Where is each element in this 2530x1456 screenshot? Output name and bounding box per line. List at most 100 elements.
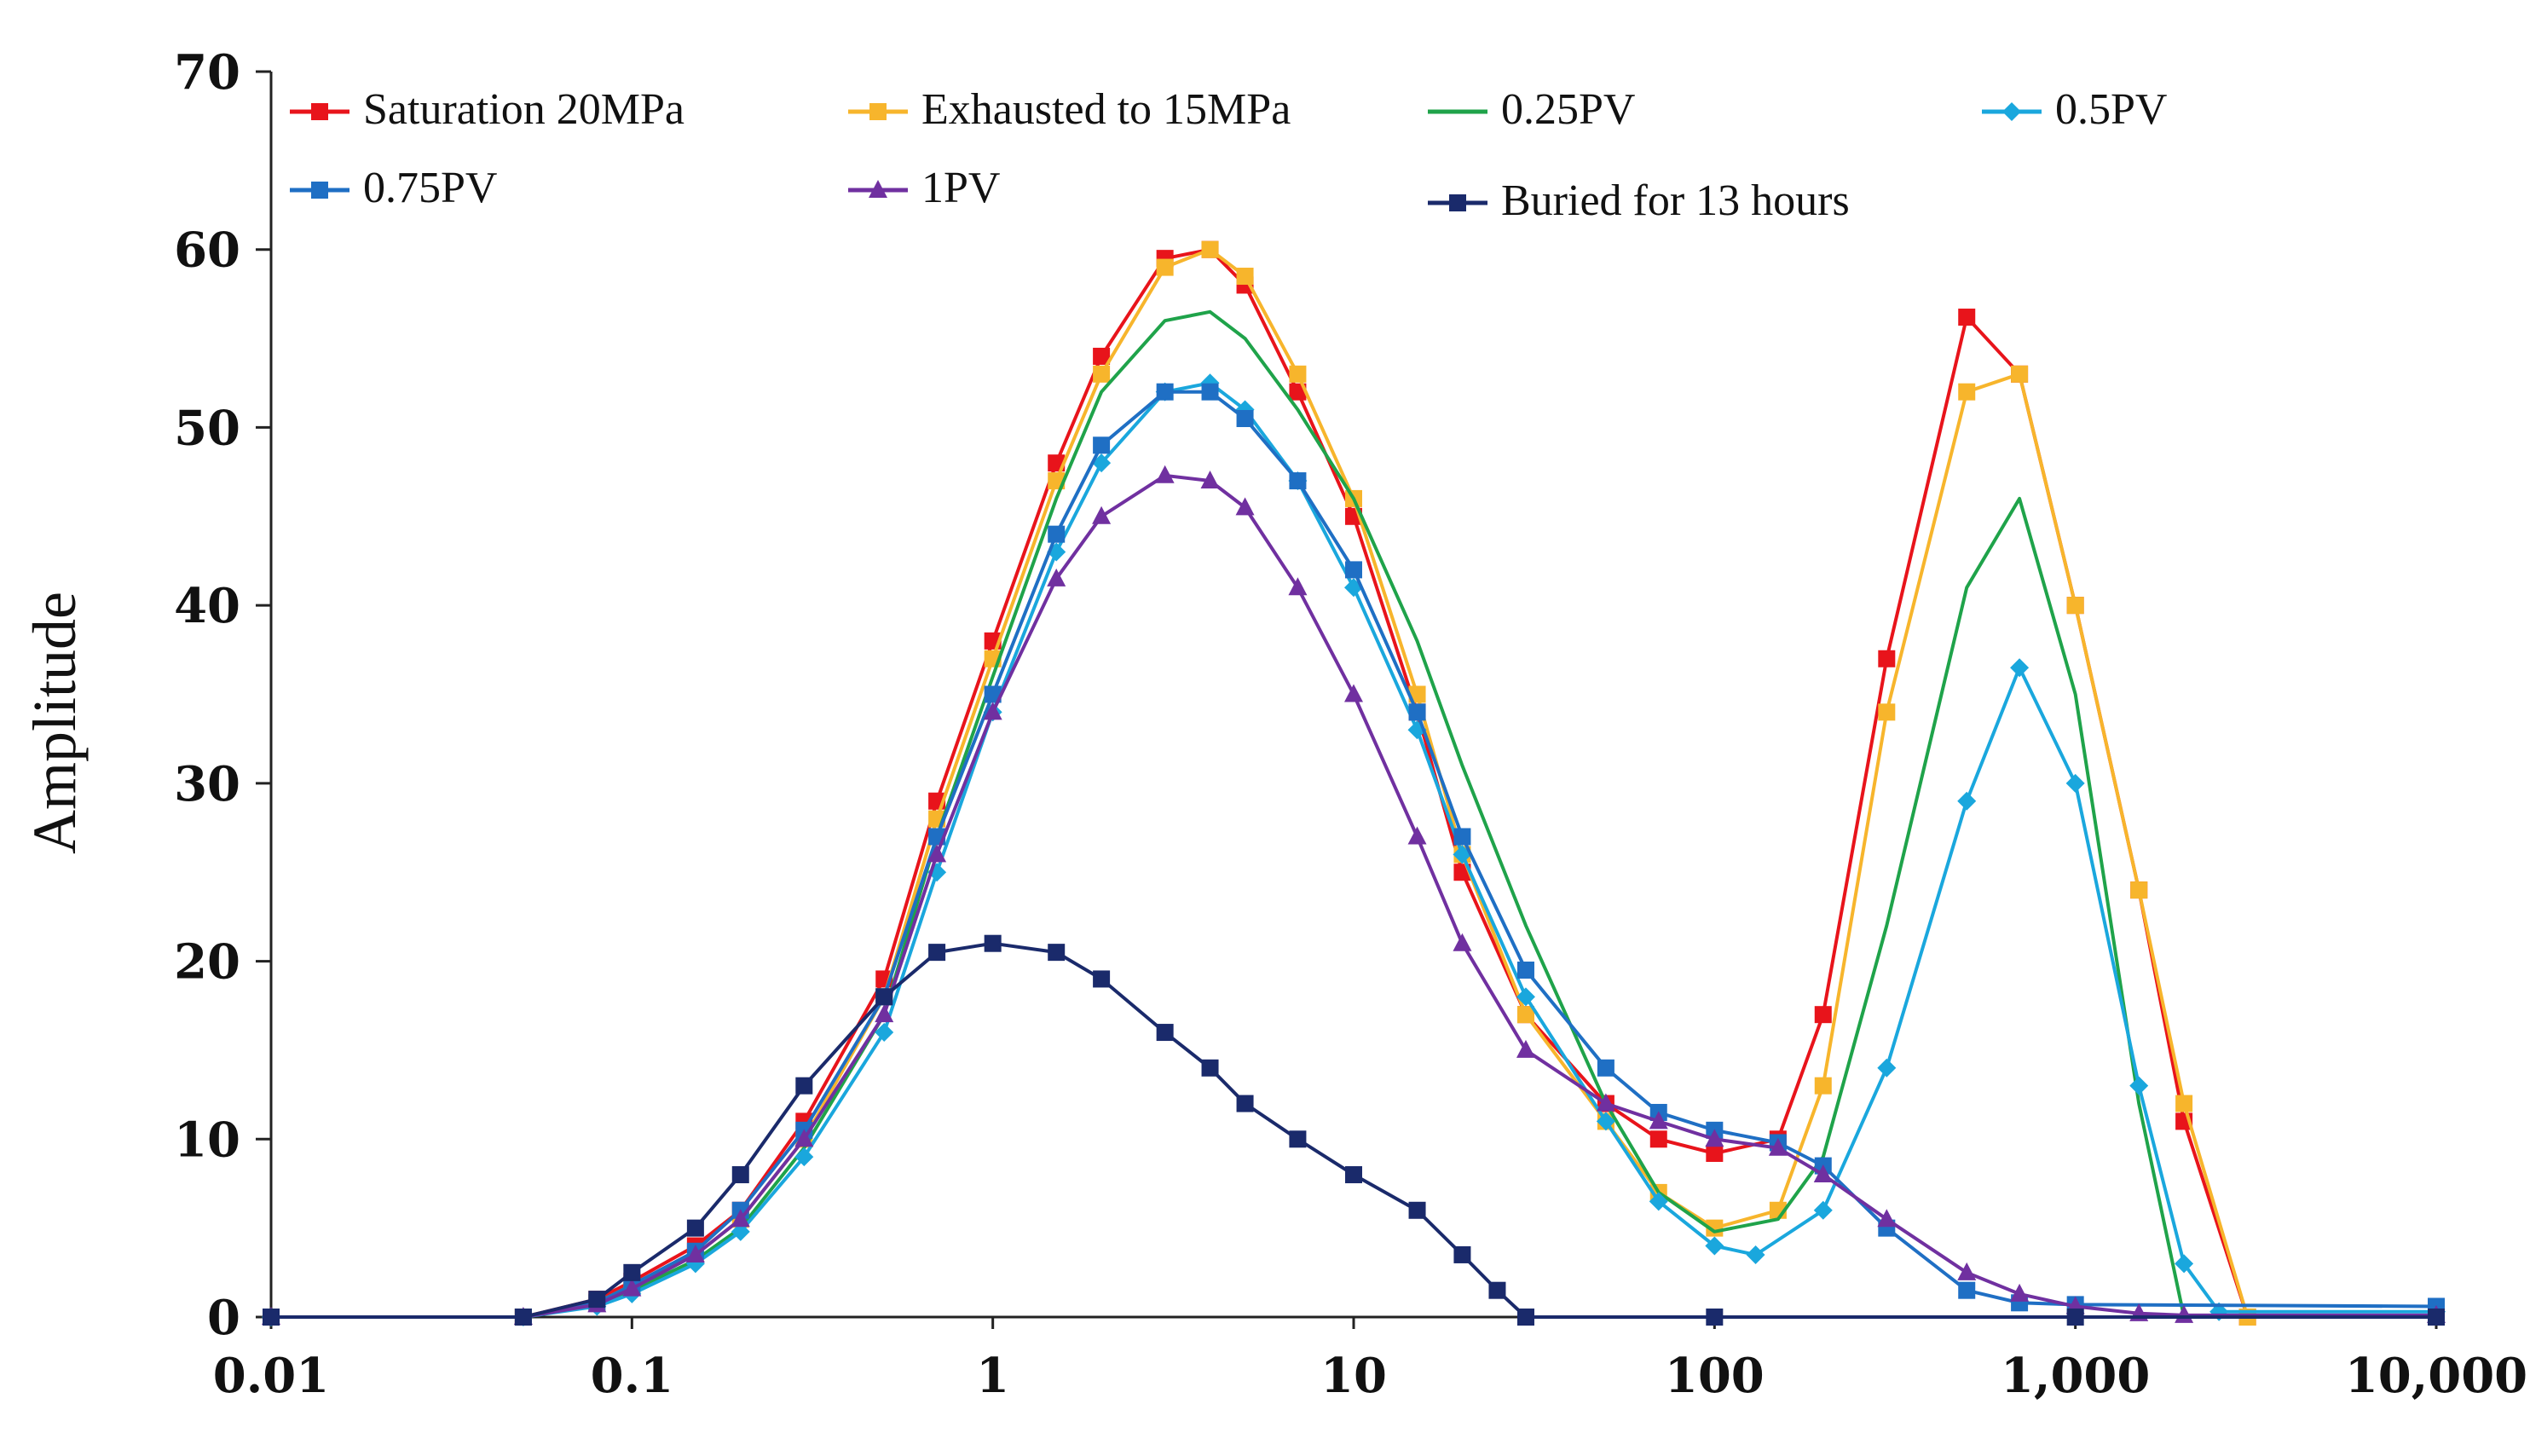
data-point [1156,1024,1174,1042]
data-point [1877,1058,1897,1078]
data-point [1516,1309,1534,1326]
data-point [1156,258,1174,276]
data-point [1048,944,1066,962]
data-point [2130,881,2148,899]
tick-labels: 0 10 20 30 40 50 60 70 0.01 0.1 1 10 100 1,000 10,000 [174,44,2527,1404]
data-point [1516,987,1535,1007]
y-tick-label: 30 [174,756,240,812]
y-tick-label: 70 [174,44,240,101]
series-line [271,309,2436,1319]
x-tick-label: 0.01 [213,1348,329,1404]
data-point [2066,1309,2084,1326]
legend-item: 1PV [848,164,1000,212]
data-point [2066,597,2084,615]
data-point [1878,650,1896,667]
data-point [623,1263,641,1281]
data-point [1596,1093,1615,1112]
data-point [1093,436,1111,454]
data-point [1407,826,1427,845]
data-point [731,1166,749,1184]
x-tick-label: 100 [1665,1348,1765,1404]
legend-label: 0.5PV [2055,85,2167,134]
data-point [1453,933,1472,951]
data-point [1156,383,1174,401]
legend-label: 0.25PV [1501,85,1635,134]
data-point [731,1209,750,1228]
series-line [271,247,2436,1319]
data-point [1957,791,1977,811]
data-point [1746,1245,1765,1264]
x-tick-label: 10 [1320,1348,1387,1404]
data-point [984,685,1002,703]
data-point [1516,962,1534,979]
data-point [1488,1281,1506,1299]
legend-item: 0.25PV [1428,85,1635,134]
series-exhausted-to-15mpa [263,240,2445,1326]
data-point [1155,465,1175,483]
y-tick-label: 50 [174,400,240,456]
series-saturation-20mpa [263,240,2445,1326]
data-point [1596,1112,1615,1131]
data-point [1649,1130,1667,1148]
data-point [686,1219,704,1237]
legend-label: Saturation 20MPa [363,85,684,134]
data-point [983,702,1002,720]
data-point [588,1291,606,1309]
legend-label: Exhausted to 15MPa [921,85,1291,134]
series-1pv [262,465,2446,1325]
series-group [262,240,2446,1326]
data-point [1344,684,1363,702]
data-point [794,1147,814,1167]
legend-item: Buried for 13 hours [1428,176,1850,225]
data-point [1093,347,1111,365]
data-point [2010,658,2030,678]
data-point [1236,409,1254,427]
data-point [1706,1309,1724,1326]
legend-item: 0.5PV [1982,85,2167,134]
legend-item: Exhausted to 15MPa [848,85,1291,134]
data-point [795,1077,813,1095]
data-point [1453,828,1471,846]
data-point [1201,1059,1219,1077]
data-point [927,844,947,863]
data-point [1814,1077,1832,1095]
data-point [622,1278,642,1297]
y-tick-label: 0 [207,1290,240,1346]
data-point [1236,268,1254,286]
data-point [1705,1236,1724,1256]
series-line [271,473,2436,1319]
data-point [1649,1192,1668,1211]
x-tick-label: 0.1 [591,1348,673,1404]
data-point [1958,309,1976,326]
data-point [1877,1209,1897,1228]
data-point [1516,1006,1534,1024]
data-point [1408,703,1426,721]
series-0-25pv [271,309,2436,1319]
data-point [1813,1164,1833,1183]
legend-item: Saturation 20MPa [290,85,684,134]
data-point [514,1309,532,1326]
data-point [263,1309,280,1326]
data-point [1289,472,1307,490]
data-point [1092,506,1112,524]
data-point [1345,561,1362,579]
data-point [928,944,946,962]
data-point [2175,1254,2194,1274]
data-point [1289,1130,1307,1148]
data-point [1047,568,1066,586]
data-point [1516,1039,1535,1058]
y-tick-label: 60 [174,222,240,279]
legend-marker [311,182,328,199]
data-point [1288,577,1308,596]
data-point [731,1222,750,1241]
data-point [1878,703,1896,721]
data-point [1706,1144,1724,1162]
data-point [1813,1200,1833,1220]
data-point [2175,1095,2193,1112]
data-point [1048,525,1066,543]
data-point [1705,1129,1724,1147]
y-tick-label: 20 [174,934,240,991]
data-point [1649,1111,1668,1130]
data-point [1235,497,1255,516]
